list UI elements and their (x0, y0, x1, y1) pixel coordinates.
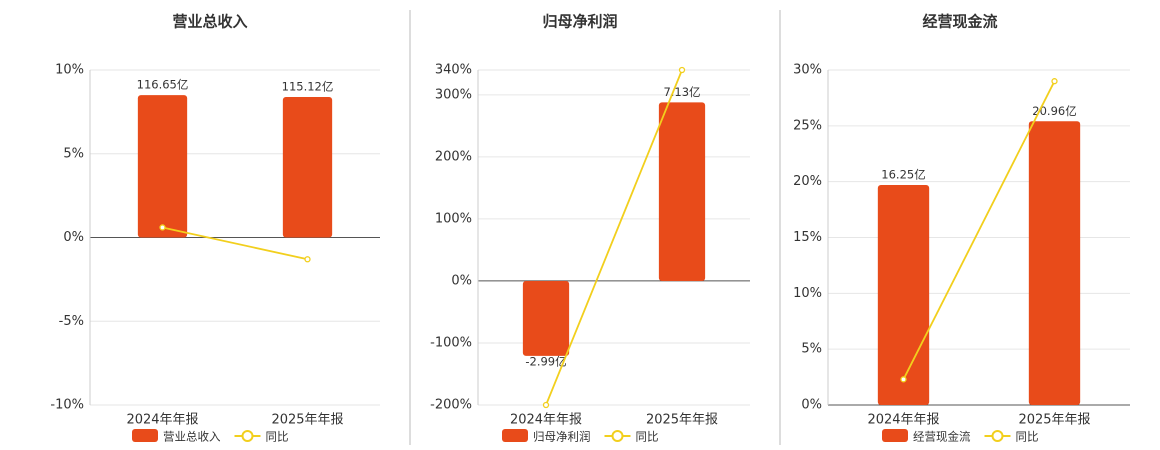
bar (282, 96, 333, 238)
line-point (900, 376, 907, 383)
legend-label: 同比 (636, 430, 659, 444)
line-point (159, 224, 166, 231)
line-point (1051, 78, 1058, 85)
y-tick-label: 5% (63, 146, 84, 161)
value-label: 20.96亿 (1032, 104, 1076, 118)
y-tick-label: 0% (63, 230, 84, 245)
chart-title: 经营现金流 (922, 13, 997, 31)
line-point (678, 66, 686, 74)
x-tick-label: 2024年年报 (510, 413, 582, 428)
y-tick-label: 5% (801, 342, 822, 357)
legend-label: 经营现金流 (913, 430, 971, 444)
y-tick-label: 20% (793, 174, 822, 189)
legend-swatch (132, 429, 158, 442)
line (162, 226, 308, 261)
legend-label: 归母净利润 (533, 430, 591, 444)
y-tick-label: -5% (59, 314, 84, 329)
legend-label: 同比 (266, 430, 289, 444)
y-tick-label: 0% (801, 398, 822, 413)
x-tick-label: 2024年年报 (867, 413, 939, 428)
y-tick-label: 15% (793, 230, 822, 245)
value-label: 7.13亿 (663, 85, 700, 99)
bar (658, 102, 706, 281)
value-label: -2.99亿 (525, 354, 566, 368)
legend-swatch (502, 429, 528, 442)
value-label: 16.25亿 (881, 168, 925, 182)
line-point (542, 401, 550, 409)
y-tick-label: 100% (435, 211, 472, 226)
chart-title: 营业总收入 (172, 13, 247, 31)
x-tick-label: 2024年年报 (126, 413, 198, 428)
legend-swatch (882, 429, 908, 442)
legend-label: 营业总收入 (163, 430, 221, 444)
bar (137, 95, 188, 238)
y-tick-label: 200% (435, 149, 472, 164)
bar (1028, 121, 1081, 406)
bar (877, 185, 930, 405)
y-tick-label: 25% (793, 118, 822, 133)
y-tick-label: 0% (451, 273, 472, 288)
legend-swatch (241, 430, 254, 442)
legend-label: 同比 (1016, 430, 1039, 444)
line (902, 80, 1056, 380)
x-tick-label: 2025年年报 (646, 413, 718, 428)
line (545, 69, 683, 406)
value-label: 116.65亿 (137, 78, 189, 92)
y-tick-label: -200% (430, 398, 472, 413)
y-tick-label: -10% (50, 398, 84, 413)
chart-title: 归母净利润 (542, 13, 617, 31)
y-tick-label: 300% (435, 87, 472, 102)
legend-swatch (611, 430, 624, 442)
x-tick-label: 2025年年报 (1018, 413, 1090, 428)
y-tick-label: 340% (435, 63, 472, 78)
y-tick-label: 10% (55, 63, 84, 78)
y-tick-label: 10% (793, 286, 822, 301)
bar (522, 280, 570, 356)
y-tick-label: -100% (430, 335, 472, 350)
x-tick-label: 2025年年报 (271, 413, 343, 428)
legend-swatch (991, 430, 1004, 442)
value-label: 115.12亿 (282, 79, 334, 93)
line-point (304, 256, 311, 263)
y-tick-label: 30% (793, 63, 822, 78)
